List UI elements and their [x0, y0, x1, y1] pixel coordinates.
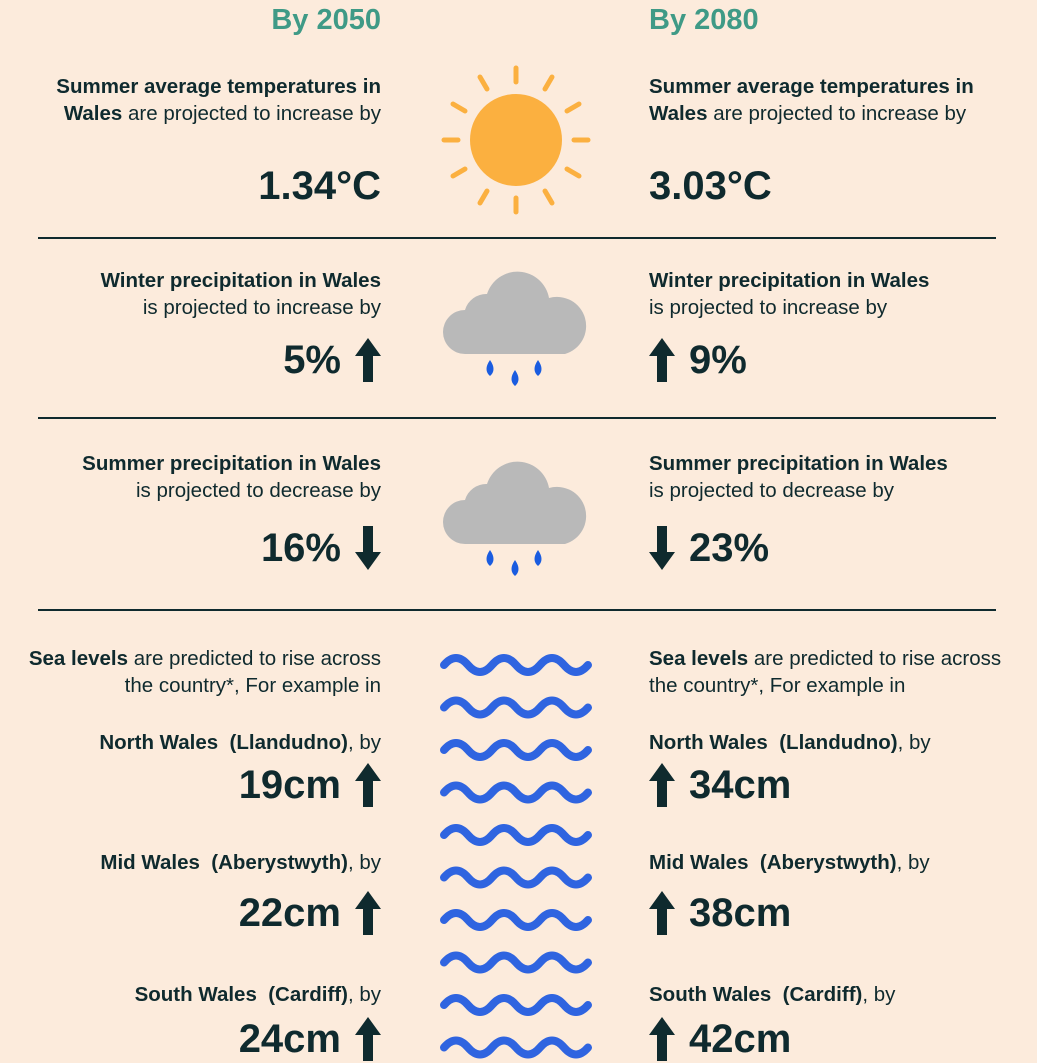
value: 16% — [260, 525, 341, 570]
value-row: 42cm — [649, 1016, 1009, 1062]
sun-icon — [441, 65, 591, 215]
value: 1.34°C — [258, 163, 381, 208]
value: 22cm — [238, 890, 341, 935]
arrow-up — [649, 891, 675, 935]
statement-text: are predicted to rise across the country… — [124, 647, 381, 697]
wave — [440, 654, 592, 676]
place-suffix: , by — [347, 983, 381, 1006]
wave — [440, 696, 592, 719]
place: South Wales (Cardiff), by — [21, 981, 381, 1008]
place: Mid Wales (Aberystwyth), by — [21, 849, 381, 876]
value-row: 3.03°C — [649, 163, 1009, 209]
value: 5% — [283, 337, 341, 382]
statement-subject: Summer average temperatures in Wales — [56, 75, 381, 125]
arrow-up — [649, 338, 675, 382]
arrow-up — [649, 1017, 675, 1061]
place: Mid Wales (Aberystwyth), by — [649, 849, 1009, 876]
statement-text: is projected to decrease by — [649, 479, 894, 502]
divider — [38, 237, 996, 239]
statement-text: is projected to increase by — [142, 296, 381, 319]
wave — [440, 866, 592, 889]
place-name: South Wales (Cardiff) — [649, 983, 863, 1006]
column-heading: By 2050 — [271, 4, 381, 36]
wave — [440, 909, 592, 931]
statement-subject: Sea levels — [649, 647, 749, 670]
divider — [38, 417, 996, 419]
value-row: 16% — [21, 525, 381, 571]
wave — [440, 739, 592, 761]
statement-subject: Summer average temperatures in Wales — [649, 75, 974, 125]
statement-subject: Winter precipitation in Wales — [649, 269, 930, 292]
value: 24cm — [238, 1016, 341, 1061]
column-heading: By 2080 — [649, 4, 759, 36]
place-suffix: , by — [862, 983, 896, 1006]
value: 9% — [689, 337, 747, 382]
wave — [440, 781, 592, 804]
arrow-up — [355, 891, 381, 935]
place-suffix: , by — [347, 851, 381, 874]
place-suffix: , by — [896, 851, 930, 874]
value-row: 5% — [21, 337, 381, 383]
statement-text: is projected to increase by — [649, 296, 888, 319]
value: 23% — [689, 525, 770, 570]
statement: Summer precipitation in Wales is project… — [649, 450, 1029, 504]
value-row: 23% — [649, 525, 1009, 571]
value: 3.03°C — [649, 163, 772, 208]
statement: Sea levels are predicted to rise across … — [649, 645, 1019, 699]
value-row: 19cm — [21, 762, 381, 808]
place: South Wales (Cardiff), by — [649, 981, 1009, 1008]
statement-subject: Summer precipitation in Wales — [82, 452, 381, 475]
statement-text: is projected to decrease by — [136, 479, 381, 502]
place-name: North Wales (Llandudno) — [649, 731, 898, 754]
statement: Summer average temperatures in Wales are… — [46, 73, 381, 127]
place-suffix: , by — [897, 731, 931, 754]
statement-text: are projected to increase by — [713, 102, 967, 125]
rain-cloud-icon — [443, 271, 587, 386]
divider — [38, 609, 996, 611]
waves-icon — [440, 654, 592, 1059]
value: 34cm — [689, 762, 792, 807]
place-suffix: , by — [347, 731, 381, 754]
place-name: Mid Wales (Aberystwyth) — [649, 851, 897, 874]
value-row: 22cm — [21, 890, 381, 936]
place-name: South Wales (Cardiff) — [134, 983, 348, 1006]
statement: Winter precipitation in Wales is project… — [649, 267, 1029, 321]
arrow-up — [355, 338, 381, 382]
value: 42cm — [689, 1016, 792, 1061]
statement: Winter precipitation in Wales is project… — [1, 267, 381, 321]
statement-subject: Sea levels — [28, 647, 129, 670]
rain-cloud-icon — [443, 461, 587, 576]
arrow-up — [649, 763, 675, 807]
place-name: North Wales (Llandudno) — [99, 731, 348, 754]
value-row: 34cm — [649, 762, 1009, 808]
statement-text: are predicted to rise across the country… — [649, 647, 1002, 697]
arrow-down — [649, 526, 675, 570]
value-row: 1.34°C — [21, 163, 381, 209]
arrow-down — [355, 526, 381, 570]
wave — [440, 824, 592, 846]
statement-subject: Summer precipitation in Wales — [649, 452, 948, 475]
value-row: 38cm — [649, 890, 1009, 936]
statement: Summer average temperatures in Wales are… — [649, 73, 984, 127]
statement: Sea levels are predicted to rise across … — [11, 645, 381, 699]
place-name: Mid Wales (Aberystwyth) — [100, 851, 348, 874]
value-row: 24cm — [21, 1016, 381, 1062]
value-row: 9% — [649, 337, 1009, 383]
place: North Wales (Llandudno), by — [21, 729, 381, 756]
statement-subject: Winter precipitation in Wales — [100, 269, 381, 292]
wave — [440, 1036, 592, 1059]
arrow-up — [355, 763, 381, 807]
arrow-up — [355, 1017, 381, 1061]
statement-text: are projected to increase by — [128, 102, 381, 125]
place: North Wales (Llandudno), by — [649, 729, 1009, 756]
value: 19cm — [238, 762, 341, 807]
wave — [440, 951, 592, 974]
value: 38cm — [689, 890, 792, 935]
wave — [440, 994, 592, 1016]
statement: Summer precipitation in Wales is project… — [1, 450, 381, 504]
